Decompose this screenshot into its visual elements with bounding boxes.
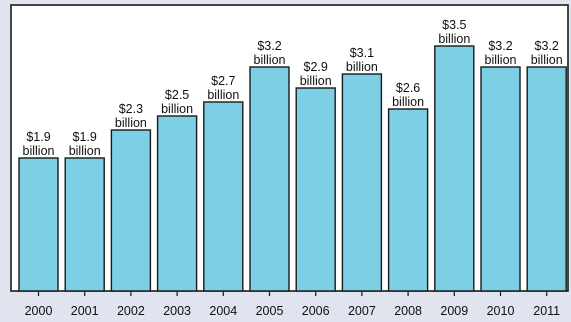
value-label-2001: $1.9 [73,130,97,144]
bar-2007 [341,73,383,292]
bars-group [18,45,567,292]
bar-2008 [387,108,429,292]
unit-label-2005: billion [254,53,286,67]
bar-2006 [295,87,336,292]
tick-label-2010: 2010 [487,304,515,318]
unit-label-2010: billion [485,53,517,67]
tick-label-2003: 2003 [163,304,191,318]
value-labels-group: $1.9billion$1.9billion$2.3billion$2.5bil… [23,18,563,158]
unit-label-2002: billion [115,116,147,130]
value-label-2002: $2.3 [119,102,143,116]
value-label-2006: $2.9 [304,60,328,74]
tick-label-2008: 2008 [394,304,422,318]
tick-label-2007: 2007 [348,304,376,318]
tick-label-2001: 2001 [71,304,99,318]
tick-label-2000: 2000 [25,304,53,318]
unit-label-2000: billion [23,144,55,158]
unit-label-2001: billion [69,144,101,158]
unit-label-2003: billion [161,102,193,116]
value-label-2000: $1.9 [26,130,50,144]
bar-2005 [249,66,290,292]
value-label-2007: $3.1 [350,46,374,60]
unit-label-2011: billion [531,53,563,67]
bar-2003 [156,115,198,292]
value-label-2011: $3.2 [535,39,559,53]
bar-2009 [434,45,475,292]
value-label-2008: $2.6 [396,81,420,95]
value-label-2005: $3.2 [257,39,281,53]
unit-label-2008: billion [392,95,424,109]
tick-label-2002: 2002 [117,304,145,318]
tick-label-2006: 2006 [302,304,330,318]
bar-2010 [480,66,521,292]
tick-label-2011: 2011 [533,304,560,318]
unit-label-2007: billion [346,60,378,74]
tick-label-2005: 2005 [256,304,284,318]
bar-2004 [203,101,244,292]
x-axis: 2000 2001 2002 2003 2004 2005 2006 2007 2008 2009… [25,291,560,318]
value-label-2010: $3.2 [488,39,512,53]
bar-2002 [110,129,152,292]
bar-2000 [18,157,59,292]
bar-2001 [64,157,105,292]
unit-label-2004: billion [207,88,239,102]
bar-2011 [526,66,567,292]
tick-label-2009: 2009 [440,304,468,318]
value-label-2009: $3.5 [442,18,466,32]
unit-label-2009: billion [438,32,470,46]
tick-label-2004: 2004 [209,304,237,318]
value-label-2004: $2.7 [211,74,235,88]
value-label-2003: $2.5 [165,88,189,102]
unit-label-2006: billion [300,74,332,88]
